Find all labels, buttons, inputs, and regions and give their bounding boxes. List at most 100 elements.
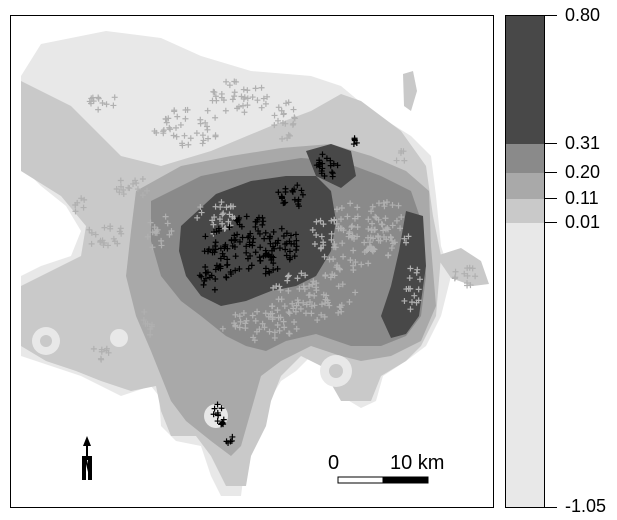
observation-marker [163, 119, 170, 126]
legend-band-darkest [506, 16, 544, 144]
observation-marker [380, 233, 387, 240]
observation-marker [267, 240, 274, 247]
observation-marker [322, 272, 329, 279]
observation-marker [224, 261, 231, 268]
observation-marker [335, 309, 342, 316]
observation-marker [295, 198, 302, 205]
observation-marker [236, 238, 243, 245]
legend-band-mid [506, 173, 544, 199]
observation-marker [318, 311, 325, 318]
observation-marker [274, 265, 281, 272]
observation-marker [328, 230, 335, 237]
observation-marker [321, 253, 328, 260]
observation-marker [256, 254, 263, 261]
observation-marker [326, 302, 333, 309]
observation-marker [130, 180, 137, 187]
observation-marker [224, 256, 231, 263]
observation-marker [118, 230, 125, 237]
observation-marker [300, 283, 307, 290]
observation-marker [220, 97, 227, 104]
observation-marker [219, 325, 226, 332]
observation-marker [241, 109, 248, 116]
observation-marker [234, 218, 241, 225]
observation-marker [294, 182, 301, 189]
observation-marker [166, 231, 173, 238]
observation-marker [294, 297, 301, 304]
observation-marker [287, 232, 294, 239]
observation-marker [327, 274, 334, 281]
observation-marker [260, 218, 267, 225]
observation-marker [405, 233, 412, 240]
observation-marker [306, 283, 313, 290]
observation-marker [407, 265, 414, 272]
observation-marker [271, 334, 278, 341]
observation-marker [407, 285, 414, 292]
observation-marker [389, 222, 396, 229]
observation-marker [259, 320, 266, 327]
legend-tick-label: 0.11 [565, 188, 599, 208]
observation-marker [205, 248, 212, 255]
observation-marker [250, 235, 257, 242]
observation-marker [339, 281, 346, 288]
observation-marker [231, 320, 238, 327]
observation-marker [204, 269, 211, 276]
observation-marker [275, 237, 282, 244]
observation-marker [72, 208, 79, 215]
observation-marker [118, 183, 125, 190]
observation-marker [292, 308, 299, 315]
observation-marker [285, 131, 292, 138]
observation-marker [202, 275, 209, 282]
observation-marker [375, 234, 382, 241]
observation-marker [162, 213, 169, 220]
observation-marker [225, 218, 232, 225]
observation-marker [202, 119, 209, 126]
observation-marker [144, 233, 151, 240]
observation-marker [333, 264, 340, 271]
observation-marker [260, 95, 267, 102]
observation-marker [266, 233, 273, 240]
observation-marker [308, 303, 315, 310]
observation-marker [204, 107, 211, 114]
observation-marker [98, 348, 105, 355]
observation-marker [258, 104, 265, 111]
observation-marker [214, 401, 221, 408]
observation-marker [99, 100, 106, 107]
observation-marker [236, 324, 243, 331]
observation-marker [275, 314, 282, 321]
observation-marker [229, 96, 236, 103]
observation-marker [111, 238, 118, 245]
observation-marker [380, 227, 387, 234]
observation-marker [226, 211, 233, 218]
observation-marker [365, 260, 372, 267]
observation-marker [261, 235, 268, 242]
observation-marker [317, 245, 324, 252]
observation-marker [464, 265, 471, 272]
observation-marker [95, 106, 102, 113]
observation-marker [254, 308, 261, 315]
scale-bar [337, 476, 429, 484]
observation-marker [218, 199, 225, 206]
observation-marker [162, 115, 169, 122]
observation-marker [291, 318, 298, 325]
observation-marker [353, 139, 360, 146]
observation-marker [336, 266, 343, 273]
observation-marker [285, 99, 292, 106]
observation-marker [260, 253, 267, 260]
observation-marker [371, 226, 378, 233]
observation-marker [406, 275, 413, 282]
observation-marker [185, 141, 192, 148]
observation-marker [375, 216, 382, 223]
observation-marker [280, 110, 287, 117]
observation-marker [275, 117, 282, 124]
observation-marker [280, 233, 287, 240]
observation-marker [301, 286, 308, 293]
observation-marker [320, 242, 327, 249]
observation-marker [214, 409, 221, 416]
observation-marker [321, 172, 328, 179]
observation-marker [398, 214, 405, 221]
observation-marker [259, 221, 266, 228]
legend-tick-label: 0.31 [565, 133, 601, 153]
observation-marker [245, 233, 252, 240]
observation-marker [107, 223, 114, 230]
observation-marker [105, 349, 112, 356]
